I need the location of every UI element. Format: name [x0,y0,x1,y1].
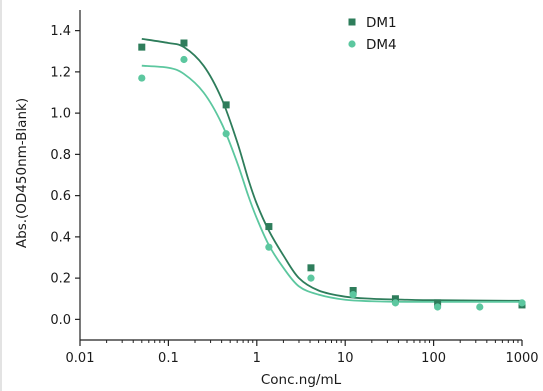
y-tick-label: 0.6 [50,189,71,204]
data-point-dm4 [349,291,357,299]
y-tick-label: 0.4 [50,230,71,245]
fit-curve-dm4 [141,64,522,303]
data-point-dm1 [265,223,273,231]
frame-edge [0,0,2,391]
fit-curve-dm1 [141,37,523,302]
y-tick-label: 0.8 [50,148,71,163]
data-point-dm4 [391,299,400,307]
legend-label-dm1: DM1 [366,15,397,31]
y-tick-label: 1.4 [50,24,71,39]
y-tick-label: 0.2 [50,272,71,287]
data-point-dm4 [476,303,484,311]
data-point-dm1 [180,39,188,47]
data-point-dm4 [265,243,273,251]
x-axis-title: Conc.ng/mL [261,372,342,388]
data-point-dm4 [518,299,526,307]
y-tick-label: 0.0 [50,313,71,328]
legend-marker-dm4 [348,40,356,48]
legend-marker-dm1 [348,18,356,26]
x-tick-label: 1000 [505,351,538,366]
data-point-dm4 [138,74,146,82]
y-tick-label: 1.0 [50,107,71,122]
data-point-dm4 [434,303,442,311]
x-tick-label: 0.1 [158,351,179,366]
legend-label-dm4: DM4 [366,37,397,53]
data-point-dm1 [391,295,399,303]
data-point-dm1 [222,101,230,109]
data-point-dm4 [222,130,230,138]
x-tick-label: 1 [253,351,261,366]
data-point-dm4 [307,274,315,282]
x-tick-label: 0.01 [66,351,95,366]
data-point-dm1 [307,264,315,272]
x-tick-label: 100 [421,351,446,366]
data-point-dm4 [180,55,188,64]
data-point-dm1 [434,299,442,307]
data-point-dm1 [349,287,357,294]
y-tick-label: 1.2 [50,65,71,80]
y-axis-title: Abs.(OD450nm-Blank) [14,98,30,248]
x-tick-label: 10 [337,351,354,366]
data-point-dm1 [138,43,146,51]
